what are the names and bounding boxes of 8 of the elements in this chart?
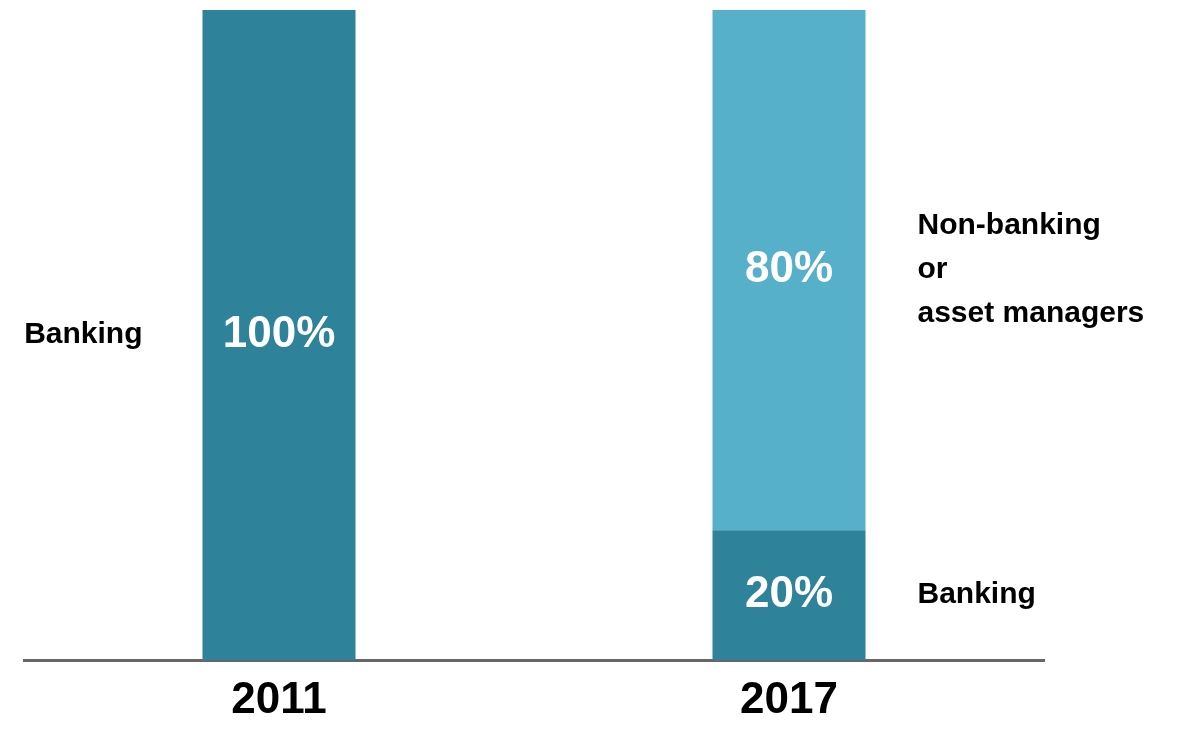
x-tick-label: 2017	[740, 672, 838, 722]
series-label: Banking	[917, 576, 1036, 610]
text: Banking	[24, 316, 143, 350]
data-label: 80%	[744, 242, 834, 292]
data-label: 100%	[222, 307, 336, 357]
x-tick-label: 2011	[231, 672, 327, 722]
series-label: Non-banking or asset managers	[917, 207, 1145, 329]
data-label: 20%	[744, 567, 834, 617]
